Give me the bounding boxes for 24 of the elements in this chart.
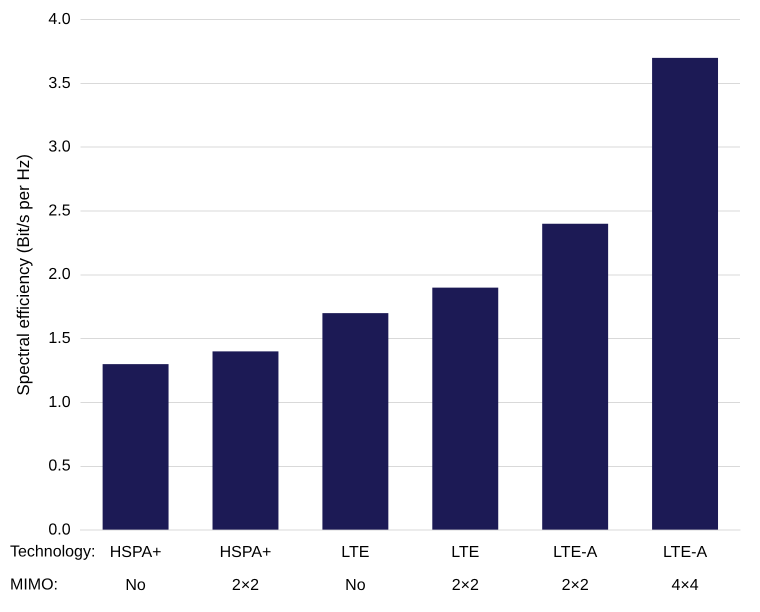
y-axis-title: Spectral efficiency (Bit/s per Hz) bbox=[14, 154, 33, 396]
y-tick-label: 0.0 bbox=[48, 521, 71, 538]
y-tick-label: 2.5 bbox=[48, 202, 71, 220]
x-tick-label: LTE-A 4×4 bbox=[662, 544, 708, 594]
bar bbox=[212, 351, 278, 530]
x-tick-label: LTE 2×2 bbox=[451, 544, 480, 594]
y-tick-label: 3.0 bbox=[48, 138, 71, 156]
y-tick-label: 1.5 bbox=[48, 330, 71, 348]
text: MIMO: bbox=[10, 576, 58, 594]
x-tick-label: LTE-A 2×2 bbox=[553, 544, 598, 594]
y-tick-label: 2.0 bbox=[48, 266, 71, 284]
bar bbox=[432, 288, 498, 530]
y-tick-label: 3.5 bbox=[48, 74, 71, 92]
y-tick-label: 0.5 bbox=[48, 458, 71, 475]
bar bbox=[542, 224, 608, 530]
bar bbox=[652, 58, 718, 530]
x-tick-label: HSPA+ 2×2 bbox=[220, 544, 272, 594]
text: Technology: bbox=[10, 543, 96, 560]
x-tick-label: HSPA+ No bbox=[110, 544, 162, 594]
bar bbox=[102, 364, 169, 530]
x-tick-label: LTE No bbox=[341, 544, 370, 594]
y-tick-label: 1.0 bbox=[48, 394, 71, 411]
y-tick-label: 4.0 bbox=[48, 11, 71, 28]
bar bbox=[322, 313, 388, 530]
